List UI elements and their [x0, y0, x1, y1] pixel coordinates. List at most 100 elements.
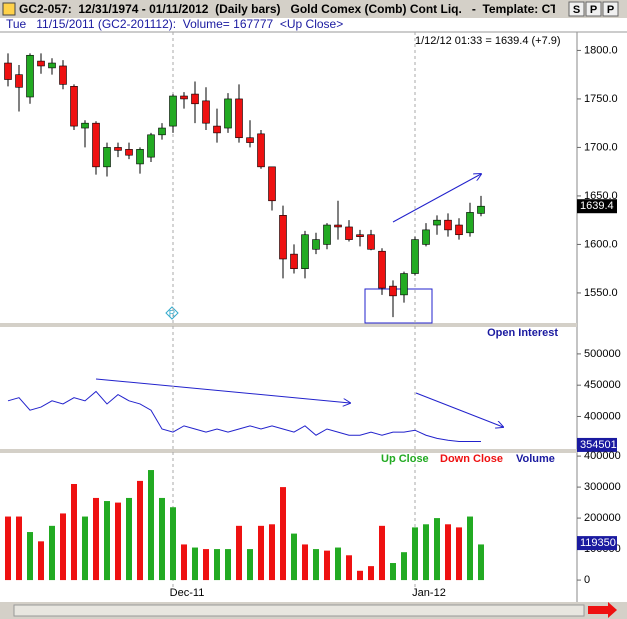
volume-bar: [137, 480, 143, 581]
candle-body: [279, 215, 287, 260]
volume-bar: [269, 524, 275, 581]
candle-body: [312, 239, 320, 250]
trend-line: [95, 378, 350, 403]
volume-bar: [71, 483, 77, 581]
candle-body: [114, 147, 122, 151]
candle-body: [422, 229, 430, 245]
y-tick-label: 400000: [584, 450, 621, 462]
volume-bar: [280, 487, 286, 581]
candle-body: [224, 98, 232, 129]
last-value-label: 119350: [580, 537, 616, 549]
pane-title: Open Interest: [487, 327, 558, 339]
volume-bar: [38, 541, 44, 581]
volume-bar: [203, 549, 209, 581]
last-value-label: 354501: [580, 439, 617, 451]
y-tick-label: 450000: [584, 379, 621, 391]
volume-bar: [49, 525, 55, 581]
volume-bar: [335, 547, 341, 581]
toolbar-button[interactable]: [568, 1, 585, 17]
scroll-track: [13, 604, 585, 617]
volume-bar: [60, 513, 66, 581]
toolbar-button[interactable]: [585, 1, 602, 17]
volume-bar: [82, 516, 88, 581]
candle-body: [147, 134, 155, 158]
volume-bar: [181, 544, 187, 581]
volume-bar: [225, 549, 231, 581]
candle-body: [477, 205, 485, 214]
candle-body: [433, 219, 441, 226]
volume-bar: [302, 544, 308, 581]
volume-bar: [148, 470, 154, 581]
candle-body: [15, 74, 23, 88]
scroll-arrow[interactable]: [588, 602, 617, 618]
toolbar-button-label: S: [573, 4, 580, 16]
candle-body: [389, 285, 397, 297]
toolbar-button[interactable]: [602, 1, 619, 17]
candle-body: [466, 212, 474, 234]
pane-separator: [0, 449, 577, 453]
volume-bar: [456, 527, 462, 581]
volume-bar: [247, 549, 253, 581]
candle-body: [191, 93, 199, 105]
candle-body: [257, 133, 265, 168]
r-icon-letter: R: [169, 308, 176, 318]
y-tick-label: 300000: [584, 481, 621, 493]
volume-bar: [390, 563, 396, 581]
volume-bar: [478, 544, 484, 581]
volume-bar: [291, 533, 297, 581]
volume-bar: [214, 549, 220, 581]
volume-bar: [324, 550, 330, 581]
candle-body: [37, 60, 45, 67]
last-value-box: [577, 536, 617, 551]
candle-body: [235, 98, 243, 139]
candle-body: [169, 95, 177, 127]
volume-bar: [236, 525, 242, 581]
volume-bar: [115, 502, 121, 581]
candle-body: [92, 122, 100, 168]
info-line: Tue 11/15/2011 (GC2-201112): Volume= 167…: [6, 17, 343, 31]
candle-body: [70, 86, 78, 127]
volume-bar: [467, 516, 473, 581]
y-tick-label: 200000: [584, 512, 621, 524]
volume-bar: [258, 525, 264, 581]
candle-body: [334, 224, 342, 228]
volume-bar: [126, 497, 132, 581]
candle-body: [455, 224, 463, 236]
volume-bar: [192, 547, 198, 581]
candle-body: [301, 234, 309, 269]
title-bar: [0, 0, 627, 18]
toolbar-button-label: P: [590, 4, 597, 16]
x-tick-label: Jan-12: [412, 587, 446, 599]
open-interest-line: [7, 390, 481, 442]
y-tick-label: 1550.0: [584, 287, 618, 299]
candle-body: [411, 239, 419, 274]
pane-title: Volume: [516, 453, 555, 465]
y-tick-label: 400000: [584, 410, 621, 422]
legend-entry: Down Close: [440, 453, 503, 465]
candle-body: [356, 234, 364, 237]
toolbar-button-label: P: [607, 4, 614, 16]
volume-bar: [445, 524, 451, 581]
y-tick-label: 1700.0: [584, 141, 618, 153]
volume-bar: [346, 555, 352, 581]
candle-body: [378, 250, 386, 289]
candle-body: [180, 95, 188, 100]
candle-body: [81, 122, 89, 129]
y-tick-label: 1800.0: [584, 44, 618, 56]
candle-body: [323, 224, 331, 245]
candle-body: [367, 234, 375, 250]
candle-body: [290, 253, 298, 269]
candle-body: [103, 147, 111, 168]
y-tick-label: 500000: [584, 348, 621, 360]
candle-body: [125, 149, 133, 156]
last-value-box: [577, 199, 617, 214]
quote: 1/12/12 01:33 = 1639.4 (+7.9): [415, 35, 561, 47]
volume-bar: [401, 552, 407, 581]
volume-bar: [357, 570, 363, 581]
legend-entry: Up Close: [381, 453, 429, 465]
trend-line: [392, 174, 481, 223]
candle-body: [48, 62, 56, 69]
volume-bar: [423, 524, 429, 581]
candle-body: [59, 65, 67, 85]
